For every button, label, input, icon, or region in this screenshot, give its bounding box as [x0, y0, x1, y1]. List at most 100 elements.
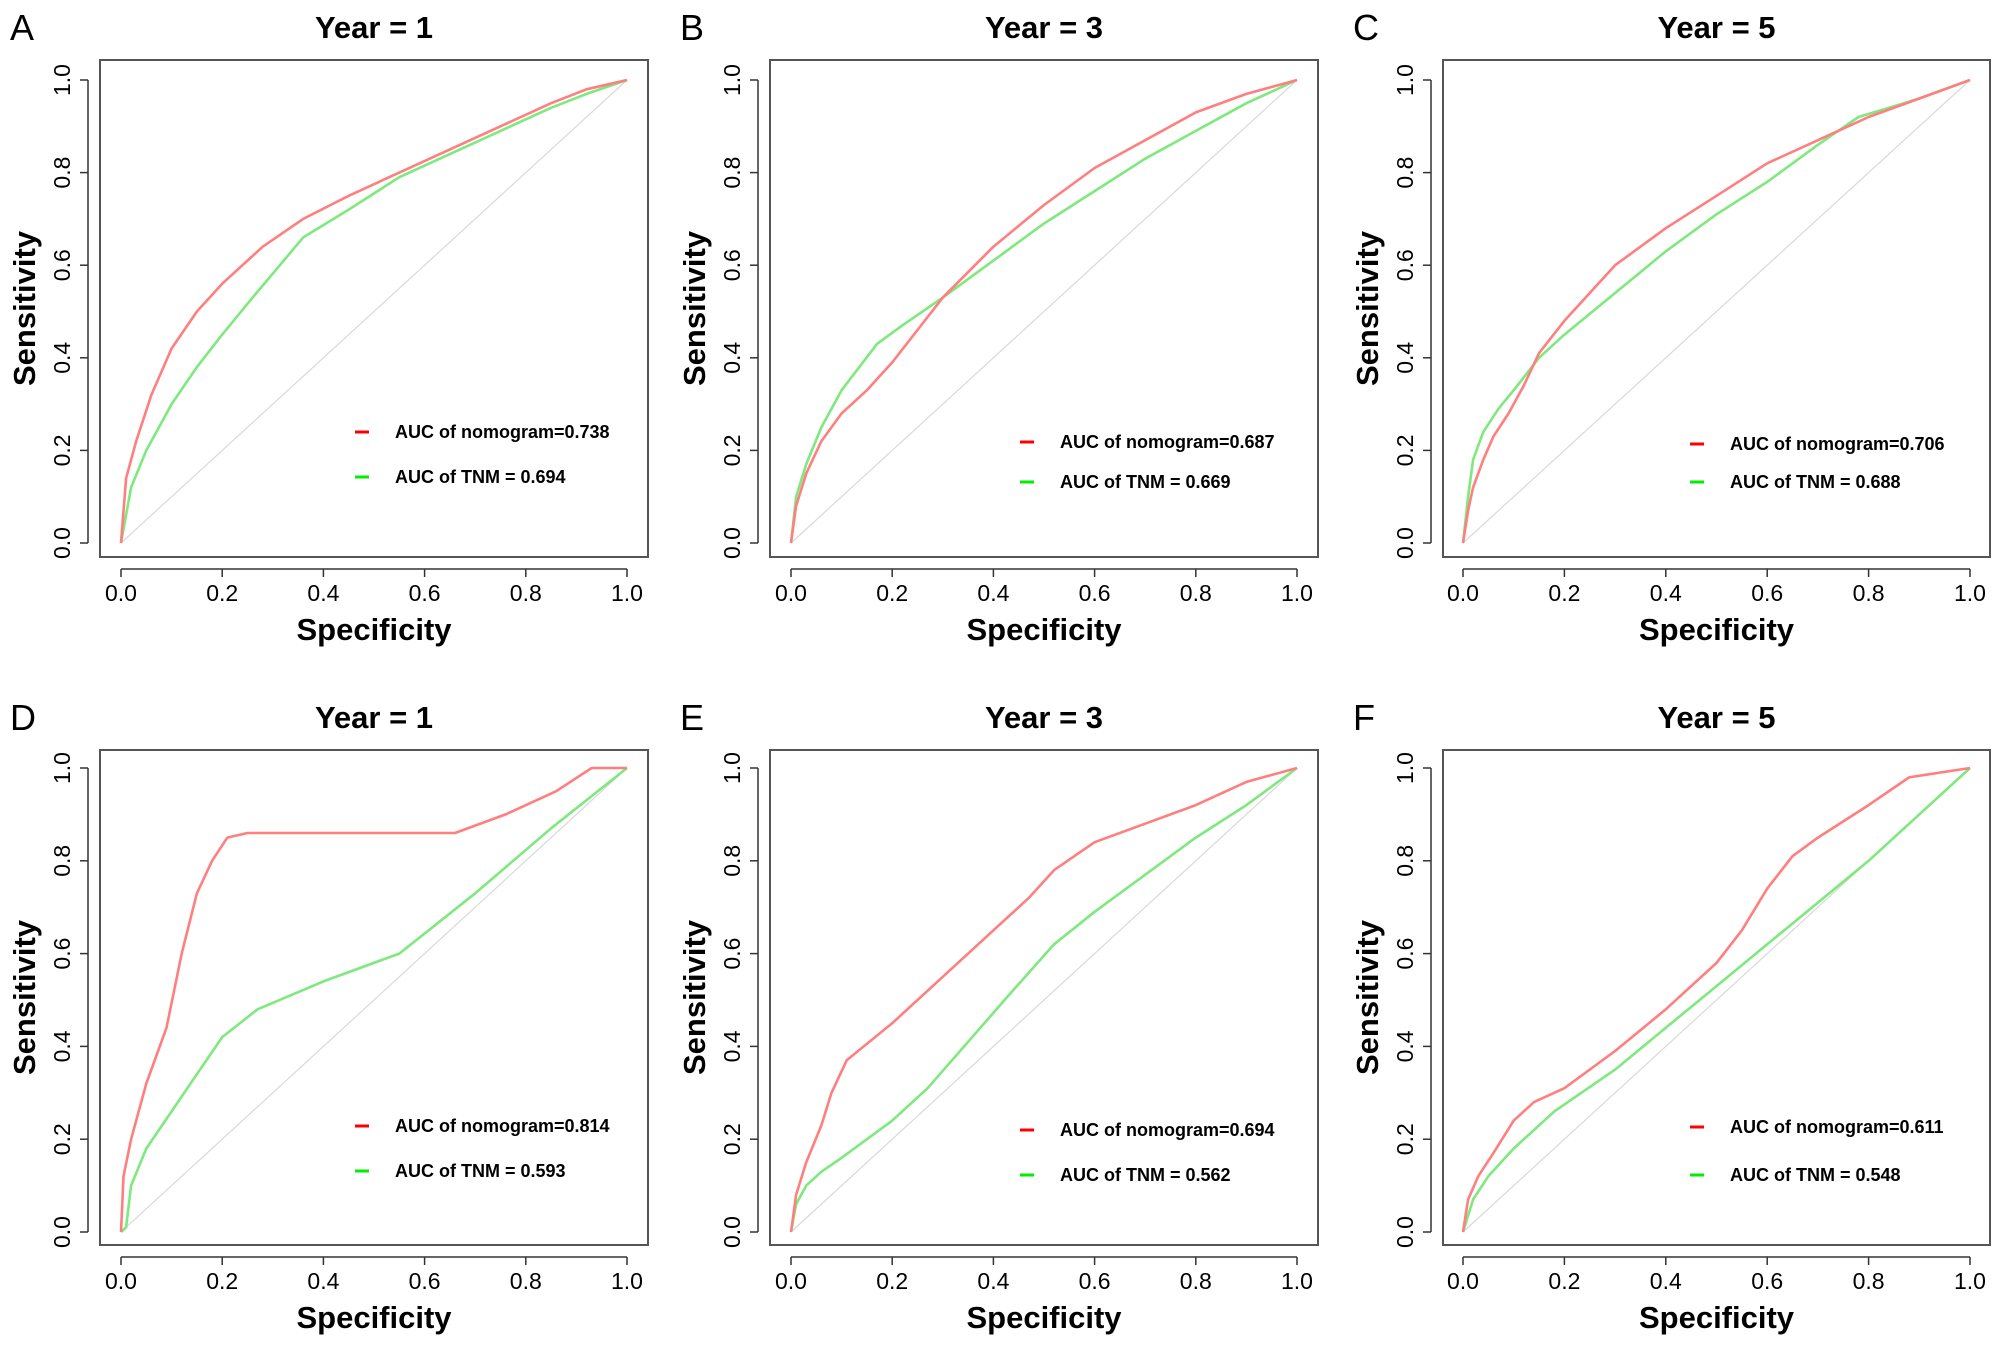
x-tick-label: 0.8: [510, 580, 542, 606]
x-tick-label: 0.4: [1650, 580, 1682, 606]
tnm-roc-curve: [1461, 767, 1971, 1233]
y-tick-label: 0.2: [719, 434, 745, 466]
y-tick-label: 0.4: [719, 342, 745, 374]
x-axis-title: Specificity: [966, 612, 1122, 647]
plot-frame: [769, 749, 1319, 1246]
tnm-roc-curve: [789, 766, 1298, 1233]
y-axis-title: Sensitivity: [677, 230, 712, 386]
reference-diagonal: [790, 79, 1298, 544]
y-axis-title: Sensitivity: [1350, 230, 1385, 386]
y-tick-label: 1.0: [49, 752, 75, 784]
x-tick-label: 0.6: [1079, 1268, 1111, 1294]
y-tick-label: 0.6: [1392, 938, 1418, 970]
legend-label: AUC of nomogram=0.694: [1060, 1120, 1275, 1140]
reference-diagonal: [120, 79, 628, 544]
y-tick-label: 1.0: [719, 64, 745, 96]
y-tick-label: 0.4: [49, 342, 75, 374]
y-tick-label: 0.8: [1392, 845, 1418, 877]
legend-label: AUC of TNM = 0.562: [1060, 1165, 1231, 1185]
x-tick-label: 0.0: [105, 580, 137, 606]
tnm-roc-curve: [120, 766, 628, 1233]
x-tick-label: 0.8: [1180, 580, 1212, 606]
legend-label: AUC of TNM = 0.694: [395, 467, 566, 487]
x-axis-title: Specificity: [1639, 612, 1795, 647]
y-tick-label: 0.6: [1392, 249, 1418, 281]
nomogram-roc-curve: [1461, 766, 1971, 1233]
x-tick-label: 0.4: [307, 580, 339, 606]
x-tick-label: 1.0: [611, 580, 643, 606]
x-tick-label: 0.8: [1853, 580, 1885, 606]
y-tick-label: 0.0: [1392, 527, 1418, 559]
x-tick-label: 0.6: [1079, 580, 1111, 606]
plot-frame: [1442, 59, 1991, 558]
legend: AUC of nomogram=0.687 AUC of TNM = 0.669: [1020, 432, 1275, 492]
y-tick-label: 1.0: [1392, 64, 1418, 96]
plot-frame: [99, 59, 649, 558]
roc-panel-c: C Year = 5 0.0 0.2 0.4 0.6 0.8 1.0 0.0 0.2 0.4 0.6 0…: [1350, 7, 1991, 647]
y-axis-title: Sensitivity: [1350, 919, 1385, 1075]
y-tick-label: 0.4: [49, 1030, 75, 1062]
panel-letter: F: [1353, 697, 1375, 738]
x-tick-label: 0.6: [1751, 1268, 1783, 1294]
x-tick-label: 0.8: [1853, 1268, 1885, 1294]
x-tick-label: 0.0: [1447, 580, 1479, 606]
y-tick-label: 1.0: [719, 752, 745, 784]
nomogram-roc-curve: [789, 78, 1298, 544]
panel-title: Year = 5: [1657, 700, 1775, 735]
x-tick-label: 0.8: [510, 1268, 542, 1294]
y-tick-label: 1.0: [1392, 752, 1418, 784]
panel-title: Year = 1: [315, 700, 433, 735]
x-tick-label: 0.0: [1447, 1268, 1479, 1294]
plot-frame: [1442, 749, 1991, 1246]
x-tick-label: 1.0: [1281, 1268, 1313, 1294]
legend: AUC of nomogram=0.814 AUC of TNM = 0.593: [355, 1116, 610, 1181]
y-tick-label: 0.8: [49, 845, 75, 877]
x-tick-label: 0.2: [1548, 1268, 1580, 1294]
y-axis-title: Sensitivity: [7, 230, 42, 386]
x-axis-title: Specificity: [296, 1300, 452, 1335]
y-tick-label: 0.2: [49, 434, 75, 466]
x-tick-label: 0.4: [977, 1268, 1009, 1294]
x-axis-title: Specificity: [296, 612, 452, 647]
plot-frame: [769, 59, 1319, 558]
x-tick-label: 1.0: [611, 1268, 643, 1294]
y-tick-label: 0.0: [719, 527, 745, 559]
x-tick-label: 0.2: [876, 580, 908, 606]
panel-title: Year = 5: [1657, 10, 1775, 45]
y-tick-label: 0.8: [1392, 157, 1418, 189]
legend-label: AUC of nomogram=0.706: [1730, 434, 1945, 454]
legend: AUC of nomogram=0.738 AUC of TNM = 0.694: [355, 422, 610, 487]
y-tick-label: 0.0: [49, 527, 75, 559]
y-tick-label: 0.6: [49, 938, 75, 970]
legend-label: AUC of TNM = 0.688: [1730, 472, 1901, 492]
x-tick-label: 0.4: [1650, 1268, 1682, 1294]
legend: AUC of nomogram=0.706 AUC of TNM = 0.688: [1690, 434, 1945, 492]
nomogram-roc-curve: [119, 766, 627, 1233]
panel-title: Year = 1: [315, 10, 433, 45]
y-axis-title: Sensitivity: [677, 919, 712, 1075]
y-tick-label: 0.4: [1392, 342, 1418, 374]
x-axis-title: Specificity: [1639, 1300, 1795, 1335]
panel-letter: A: [10, 7, 34, 48]
legend-label: AUC of TNM = 0.593: [395, 1161, 566, 1181]
legend-label: AUC of TNM = 0.548: [1730, 1165, 1901, 1185]
roc-panel-d: D Year = 1 0.0 0.2 0.4 0.6 0.8 1.0 0.0 0.2 0.4 0.6 0…: [7, 697, 649, 1335]
y-tick-label: 0.8: [719, 845, 745, 877]
nomogram-roc-curve: [789, 766, 1298, 1233]
x-tick-label: 0.8: [1180, 1268, 1212, 1294]
panel-title: Year = 3: [985, 10, 1103, 45]
x-tick-label: 0.0: [105, 1268, 137, 1294]
x-tick-label: 0.0: [775, 580, 807, 606]
x-tick-label: 1.0: [1281, 580, 1313, 606]
panel-letter: D: [10, 697, 36, 738]
y-tick-label: 0.0: [719, 1216, 745, 1248]
x-tick-label: 0.4: [977, 580, 1009, 606]
x-tick-label: 0.2: [1548, 580, 1580, 606]
reference-diagonal: [790, 767, 1298, 1233]
plot-frame: [99, 749, 649, 1246]
panel-letter: E: [680, 697, 704, 738]
y-tick-label: 0.8: [719, 157, 745, 189]
y-tick-label: 0.4: [1392, 1030, 1418, 1062]
x-tick-label: 0.4: [307, 1268, 339, 1294]
panel-letter: B: [680, 7, 704, 48]
